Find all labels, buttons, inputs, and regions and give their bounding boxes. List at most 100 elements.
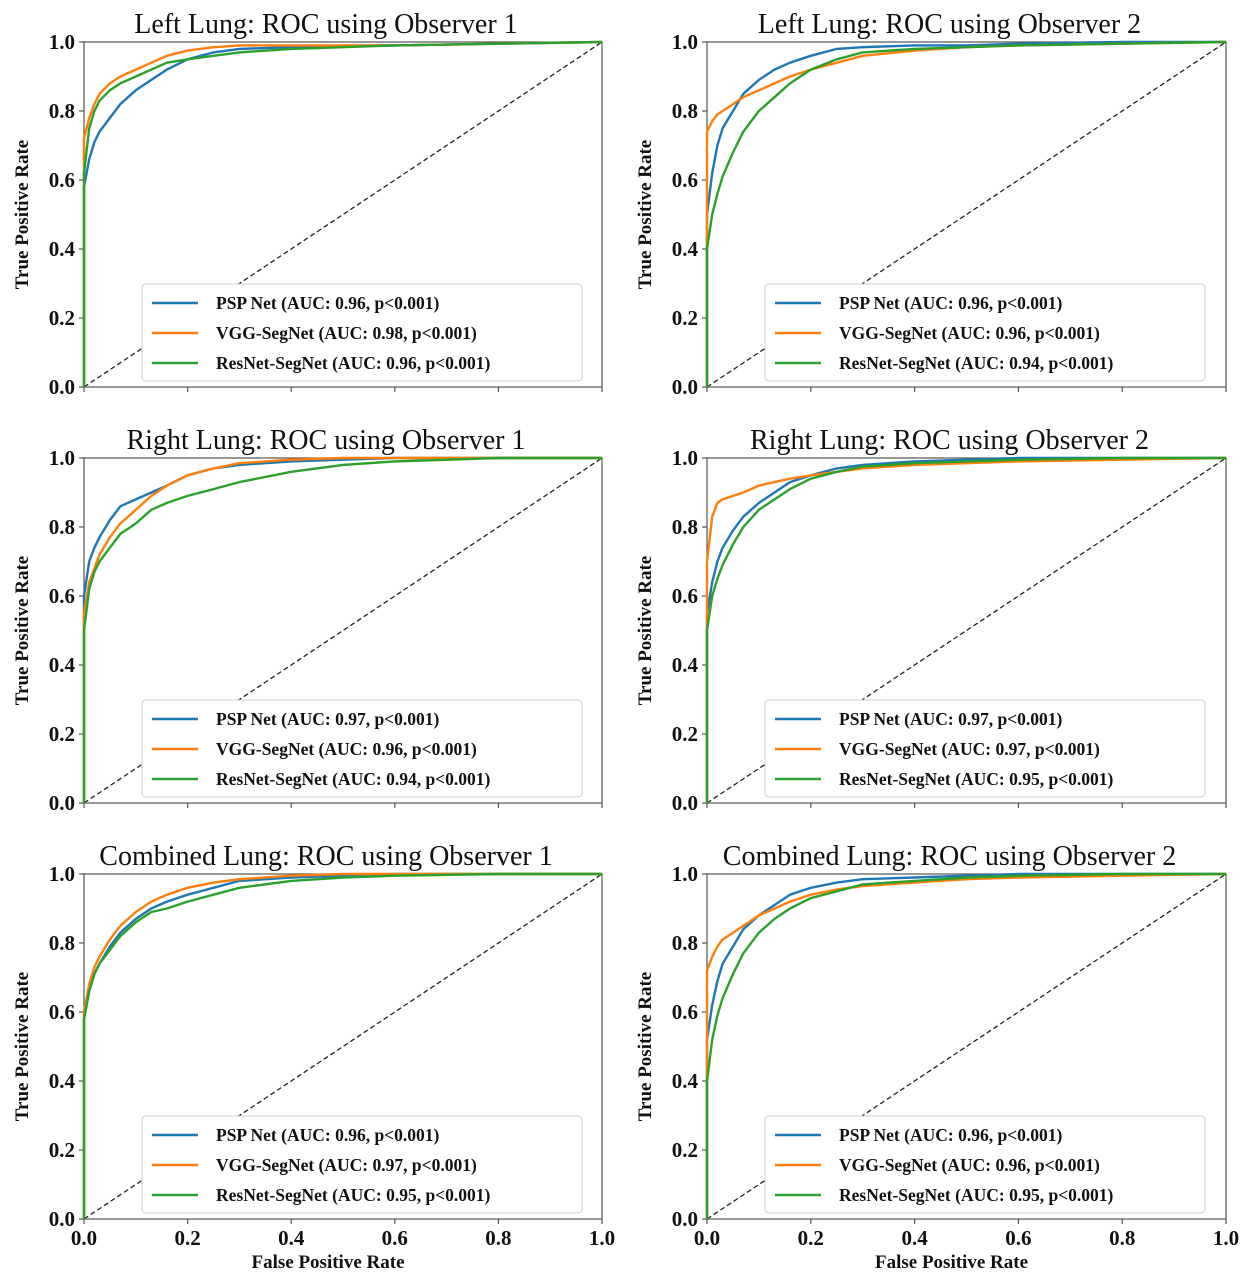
y-tick-label: 0.8 [672, 99, 698, 123]
legend-entry: VGG-SegNet (AUC: 0.98, p<0.001) [216, 323, 477, 343]
y-tick-label: 0.2 [672, 1138, 698, 1162]
chart-title: Left Lung: ROC using Observer 1 [134, 9, 517, 40]
y-tick-label: 1.0 [49, 30, 75, 54]
y-tick-label: 0.2 [49, 306, 75, 330]
y-tick-label: 0.0 [49, 791, 75, 815]
legend-entry: VGG-SegNet (AUC: 0.96, p<0.001) [839, 1155, 1100, 1175]
roc-curve-resnet [82, 40, 603, 387]
x-tick-label: 0.6 [1005, 1226, 1031, 1250]
roc-curve-resnet [705, 456, 1226, 803]
y-tick-label: 0.8 [672, 515, 698, 539]
legend-entry: PSP Net (AUC: 0.97, p<0.001) [216, 709, 440, 729]
legend-entry: ResNet-SegNet (AUC: 0.95, p<0.001) [839, 1185, 1114, 1205]
y-tick-label: 1.0 [672, 30, 698, 54]
y-tick-label: 0.2 [49, 722, 75, 746]
x-axis-label: False Positive Rate [875, 1252, 1028, 1273]
roc-curve-psp [705, 456, 1226, 803]
legend-entry: ResNet-SegNet (AUC: 0.95, p<0.001) [839, 769, 1114, 789]
y-tick-label: 0.4 [49, 653, 76, 677]
legend: PSP Net (AUC: 0.97, p<0.001) VGG-SegNet (… [141, 699, 583, 798]
y-tick-label: 1.0 [672, 862, 698, 886]
roc-curve-vgg [82, 456, 602, 803]
y-tick-label: 0.8 [49, 99, 75, 123]
y-axis-label: True Positive Rate [12, 140, 33, 290]
legend-entry: VGG-SegNet (AUC: 0.96, p<0.001) [216, 739, 477, 759]
legend: PSP Net (AUC: 0.97, p<0.001) VGG-SegNet (… [764, 699, 1206, 798]
legend: PSP Net (AUC: 0.96, p<0.001) VGG-SegNet (… [764, 283, 1206, 382]
legend-entry: ResNet-SegNet (AUC: 0.95, p<0.001) [216, 1185, 491, 1205]
legend: PSP Net (AUC: 0.96, p<0.001) VGG-SegNet (… [141, 283, 583, 382]
y-tick-label: 0.6 [49, 168, 75, 192]
x-tick-label: 0.4 [278, 1226, 305, 1250]
legend-entry: PSP Net (AUC: 0.96, p<0.001) [839, 1125, 1063, 1145]
x-tick-label: 0.4 [901, 1226, 928, 1250]
legend-entry: PSP Net (AUC: 0.96, p<0.001) [839, 293, 1063, 313]
roc-panel-6: Combined Lung: ROC using Observer 20.00.… [635, 841, 1239, 1273]
x-tick-label: 1.0 [1213, 1226, 1239, 1250]
legend-entry: VGG-SegNet (AUC: 0.96, p<0.001) [839, 323, 1100, 343]
x-tick-label: 0.2 [174, 1226, 200, 1250]
y-tick-label: 0.0 [672, 1207, 698, 1231]
y-tick-label: 0.4 [672, 237, 699, 261]
x-axis-label: False Positive Rate [251, 1252, 404, 1273]
y-tick-label: 0.4 [672, 653, 699, 677]
x-tick-label: 0.8 [485, 1226, 511, 1250]
y-tick-label: 0.0 [49, 375, 75, 399]
y-tick-label: 0.6 [672, 1000, 698, 1024]
legend-entry: ResNet-SegNet (AUC: 0.96, p<0.001) [216, 353, 491, 373]
y-tick-label: 0.6 [49, 584, 75, 608]
roc-curve-resnet [82, 872, 602, 1219]
legend-entry: ResNet-SegNet (AUC: 0.94, p<0.001) [839, 353, 1114, 373]
y-tick-label: 0.8 [49, 515, 75, 539]
y-tick-label: 0.6 [672, 584, 698, 608]
legend-box [764, 699, 1206, 798]
y-axis-label: True Positive Rate [12, 972, 33, 1122]
legend-box [764, 1115, 1206, 1214]
y-tick-label: 0.6 [49, 1000, 75, 1024]
roc-curve-resnet [82, 456, 602, 803]
y-tick-label: 0.4 [49, 1069, 76, 1093]
x-tick-label: 0.8 [1109, 1226, 1135, 1250]
legend-entry: PSP Net (AUC: 0.96, p<0.001) [216, 1125, 440, 1145]
roc-panel-4: Right Lung: ROC using Observer 2 0.0 0.2 0.… [635, 425, 1227, 815]
roc-curve-vgg [705, 456, 1227, 803]
x-tick-label: 0.6 [382, 1226, 408, 1250]
chart-title: Right Lung: ROC using Observer 1 [127, 425, 526, 456]
roc-curve-psp [705, 872, 1226, 1219]
y-tick-label: 0.2 [49, 1138, 75, 1162]
chart-title: Right Lung: ROC using Observer 2 [750, 425, 1149, 456]
legend-box [764, 283, 1206, 382]
legend-box [141, 699, 583, 798]
roc-curve-resnet [705, 872, 1226, 1219]
roc-curve-psp [705, 40, 1226, 387]
y-tick-label: 0.0 [49, 1207, 75, 1231]
y-axis-label: True Positive Rate [12, 556, 33, 706]
roc-curve-vgg [82, 872, 602, 1219]
legend-box [141, 283, 583, 382]
legend: PSP Net (AUC: 0.96, p<0.001) VGG-SegNet (… [141, 1115, 583, 1214]
y-tick-label: 0.0 [672, 375, 698, 399]
legend-entry: ResNet-SegNet (AUC: 0.94, p<0.001) [216, 769, 491, 789]
x-tick-label: 1.0 [589, 1226, 615, 1250]
roc-curve-vgg [82, 40, 603, 387]
legend: PSP Net (AUC: 0.96, p<0.001) VGG-SegNet (… [764, 1115, 1206, 1214]
legend-entry: VGG-SegNet (AUC: 0.97, p<0.001) [839, 739, 1100, 759]
roc-panel-1: Left Lung: ROC using Observer 1 0.0 0.2 0.4… [12, 9, 603, 399]
x-tick-label: 0.0 [71, 1226, 97, 1250]
y-tick-label: 0.8 [672, 931, 698, 955]
y-axis-label: True Positive Rate [635, 140, 656, 290]
x-tick-label: 0.0 [694, 1226, 720, 1250]
chart-title: Combined Lung: ROC using Observer 1 [99, 841, 552, 872]
y-tick-label: 0.4 [49, 237, 76, 261]
roc-curve-vgg [705, 872, 1227, 1219]
y-tick-label: 0.2 [672, 306, 698, 330]
y-tick-label: 1.0 [49, 862, 75, 886]
legend-entry: PSP Net (AUC: 0.96, p<0.001) [216, 293, 440, 313]
roc-panel-2: Left Lung: ROC using Observer 2 0.0 0.2 0.4… [635, 9, 1227, 399]
y-tick-label: 0.8 [49, 931, 75, 955]
roc-panel-3: Right Lung: ROC using Observer 1 0.0 0.2 0.… [12, 425, 603, 815]
chart-title: Left Lung: ROC using Observer 2 [758, 9, 1141, 40]
y-tick-label: 0.2 [672, 722, 698, 746]
x-tick-label: 0.2 [798, 1226, 824, 1250]
